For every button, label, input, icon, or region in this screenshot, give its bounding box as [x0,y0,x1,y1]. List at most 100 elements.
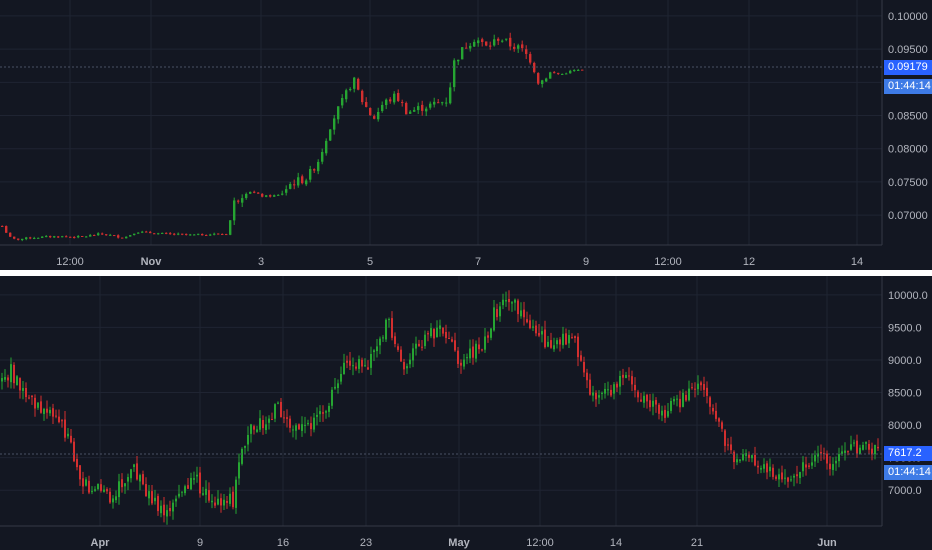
candle-down [529,54,532,63]
candle-up [742,454,744,461]
bottom-chart-pane[interactable]: 10000.09500.09000.08500.08000.07500.0700… [0,276,932,550]
pane-separator[interactable] [0,270,932,276]
candle-up [205,488,207,495]
candle-down [93,235,96,237]
candle-up [217,498,219,505]
candle-down [165,232,168,234]
candle-down [694,388,696,390]
candle-down [73,236,76,238]
candle-up [424,334,426,347]
candle-down [703,384,705,390]
candle-up [613,384,615,394]
candle-up [862,444,864,450]
candle-down [829,463,831,470]
candle-down [365,102,368,107]
candle-down [460,362,462,366]
candle-down [559,339,561,345]
candle-up [429,103,432,108]
top-candlestick-chart[interactable]: 0.100000.095000.090000.085000.080000.075… [0,0,932,270]
candle-up [295,425,297,431]
x-tick-label: 5 [367,256,373,268]
candle-up [193,478,195,480]
candle-down [465,47,468,49]
candle-down [357,78,360,90]
candle-up [592,392,594,396]
candle-down [157,496,159,512]
candle-down [421,104,424,111]
y-tick-label: 0.08000 [888,144,928,156]
candle-down [121,237,124,239]
candle-down [451,339,453,342]
candle-down [13,236,16,239]
candle-up [21,238,24,241]
candle-down [526,319,528,323]
candle-up [245,193,248,199]
candle-up [676,398,678,400]
x-tick-label: 7 [475,256,481,268]
candle-up [811,462,813,466]
candle-up [598,395,600,398]
candle-up [505,300,507,302]
candle-down [571,337,573,339]
candle-up [376,346,378,352]
candle-down [367,367,369,370]
candle-down [472,346,474,358]
candle-down [34,397,36,409]
candle-down [521,44,524,49]
candle-up [568,335,570,344]
candle-up [238,462,240,479]
candle-down [433,328,435,339]
candle-up [97,233,100,236]
candle-down [781,472,783,480]
top-chart-pane[interactable]: 0.100000.095000.090000.085000.080000.075… [0,0,932,270]
candle-up [184,486,186,494]
candle-down [109,491,111,503]
candle-up [345,90,348,100]
candle-down [13,364,15,384]
candle-up [466,357,468,359]
candle-up [473,41,476,47]
candle-down [871,448,873,455]
candle-down [82,478,84,487]
candle-up [853,442,855,444]
candle-down [361,90,364,103]
bottom-candlestick-chart[interactable]: 10000.09500.09000.08500.08000.07500.0700… [0,276,932,550]
candle-up [333,118,336,130]
candle-down [73,441,75,462]
candle-up [449,87,452,104]
x-tick-label: 14 [851,256,863,268]
y-tick-label: 0.07000 [888,210,928,222]
candle-down [394,336,396,345]
candle-up [373,350,375,353]
candle-up [409,359,411,365]
candle-up [430,328,432,337]
candle-up [499,306,501,317]
candle-up [793,475,795,478]
candle-up [643,395,645,403]
candle-up [841,451,843,454]
candle-up [97,483,99,490]
candle-down [40,401,42,413]
candle-up [520,310,522,317]
candle-up [277,402,279,404]
candle-down [1,225,4,227]
y-tick-label: 0.08500 [888,111,928,123]
candle-up [137,232,140,234]
candle-down [293,184,296,186]
x-tick-label: 21 [691,537,703,549]
candle-down [538,333,540,336]
candle-up [377,111,380,120]
candle-up [229,220,232,235]
candle-up [493,307,495,331]
candle-down [646,394,648,402]
candle-up [433,101,436,105]
candle-up [202,493,204,495]
candle-up [388,319,390,321]
candle-up [778,474,780,480]
candle-up [751,455,753,459]
candle-up [193,234,196,236]
candle-up [274,404,276,419]
candle-up [235,479,237,508]
candle-up [364,365,366,367]
candle-up [688,388,690,401]
